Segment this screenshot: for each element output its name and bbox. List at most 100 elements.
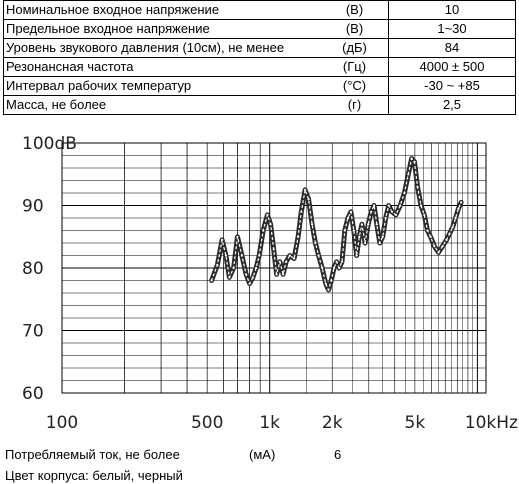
data-point (378, 241, 381, 245)
data-point (399, 204, 402, 207)
data-point (332, 266, 336, 270)
data-point (311, 223, 314, 226)
data-point (375, 223, 378, 226)
data-point (433, 245, 436, 248)
data-point (454, 216, 457, 220)
spec-param: Интервал рабочих температур (3, 76, 321, 96)
data-point (272, 248, 275, 251)
data-point (346, 216, 349, 220)
data-point (441, 245, 444, 248)
data-point (314, 241, 317, 245)
spec-table-body: Номинальное входное напряжение (В) 10 Преде… (3, 0, 516, 115)
data-point (451, 226, 454, 229)
data-point (210, 279, 213, 282)
spec-param: Уровень звукового давления (10см), не ме… (3, 38, 321, 58)
spec-value: -30 ~ +85 (388, 76, 516, 96)
data-point (340, 260, 344, 263)
data-point (355, 254, 358, 257)
data-point (224, 254, 227, 257)
x-tick-label: 5k (405, 413, 426, 433)
spec-value: 4000 ± 500 (388, 57, 516, 77)
data-point (360, 223, 363, 226)
data-point (358, 235, 361, 238)
x-tick-label: 100 (46, 413, 78, 433)
data-point (338, 266, 341, 270)
data-point (236, 235, 239, 238)
data-point (324, 282, 327, 285)
data-point (460, 201, 463, 204)
data-point (317, 254, 320, 257)
spec-unit: (Гц) (321, 57, 389, 77)
data-point (448, 232, 451, 235)
data-point (352, 229, 355, 232)
data-point (381, 235, 384, 238)
data-point (445, 238, 448, 241)
data-point (403, 191, 406, 195)
data-point (258, 254, 261, 257)
data-point (349, 210, 352, 213)
current-value: 6 (334, 447, 342, 462)
data-point (282, 273, 285, 276)
spec-value: 2,5 (388, 95, 516, 115)
data-point (370, 210, 373, 213)
data-point (300, 210, 303, 213)
body-color-label: Цвет корпуса: белый, черный (5, 468, 183, 483)
data-point (343, 229, 346, 232)
data-point (364, 241, 367, 245)
spec-unit: (В) (321, 19, 389, 39)
spec-value: 84 (388, 38, 516, 58)
current-unit: (мА) (249, 447, 276, 462)
data-point (407, 173, 410, 176)
data-point (335, 260, 338, 263)
y-tick-label: 100dB (22, 134, 77, 154)
data-point (390, 210, 394, 213)
data-point (221, 238, 224, 241)
response-curve-points (210, 157, 463, 291)
y-tick-label: 80 (22, 259, 44, 279)
data-point (321, 266, 324, 270)
spec-unit: (В) (321, 0, 389, 20)
data-point (251, 276, 254, 279)
spec-param: Номинальное входное напряжение (3, 0, 321, 20)
data-point (293, 257, 296, 260)
data-point (419, 204, 423, 207)
spec-unit: (°C) (321, 76, 389, 96)
spec-unit: (г) (321, 95, 389, 115)
data-point (255, 266, 258, 270)
data-point (384, 216, 387, 220)
data-point (457, 207, 460, 210)
x-tick-label: 10kHz (465, 413, 518, 433)
data-point (429, 235, 432, 238)
data-point (275, 273, 278, 276)
data-point (248, 282, 251, 285)
spec-row: Резонансная частота (Гц) 4000 ± 500 (3, 57, 516, 77)
spec-param: Резонансная частота (3, 57, 321, 77)
x-tick-label: 1k (259, 413, 280, 433)
data-point (416, 185, 419, 188)
data-point (266, 213, 269, 216)
spec-value: 10 (388, 0, 516, 20)
data-point (269, 223, 272, 226)
data-point (297, 235, 300, 238)
y-tick-label: 60 (22, 384, 44, 404)
spec-table: Номинальное входное напряжение (В) 10 Преде… (3, 0, 516, 115)
data-point (394, 213, 397, 216)
data-point (262, 229, 265, 232)
current-label: Потребляемый ток, не более (5, 447, 180, 462)
spec-row: Уровень звукового давления (10см), не ме… (3, 38, 516, 58)
data-point (285, 260, 288, 263)
data-point (216, 263, 219, 266)
data-point (387, 204, 390, 207)
data-point (437, 251, 440, 254)
data-point (423, 213, 426, 216)
data-point (278, 260, 281, 263)
spec-unit: (дБ) (321, 38, 389, 58)
spec-row: Номинальное входное напряжение (В) 10 (3, 0, 516, 20)
data-point (330, 279, 333, 282)
data-point (413, 160, 416, 163)
spec-param: Предельное входное напряжение (3, 19, 321, 39)
data-point (288, 254, 291, 257)
y-tick-label: 90 (22, 197, 44, 217)
data-point (307, 198, 310, 201)
